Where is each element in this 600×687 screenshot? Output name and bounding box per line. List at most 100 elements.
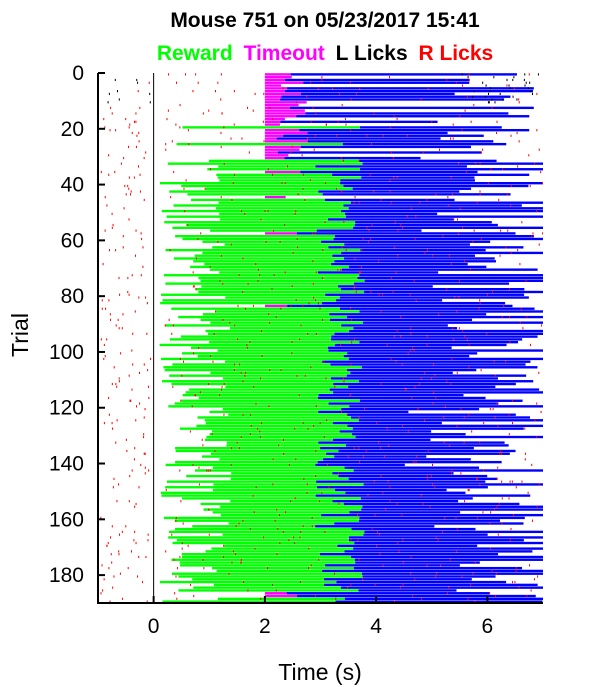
y-tick-label: 140 <box>49 453 84 476</box>
response-window-bar <box>361 176 475 179</box>
response-window-bar <box>353 566 523 570</box>
x-tick-label: 2 <box>259 615 271 638</box>
reward-bar <box>202 240 322 243</box>
response-window-bar <box>350 416 531 419</box>
response-window-bar <box>362 505 543 508</box>
response-window-bar <box>315 463 405 467</box>
response-window-bar <box>320 446 474 450</box>
response-window-bar <box>332 421 442 425</box>
response-window-bar <box>315 165 467 168</box>
reward-bar <box>205 329 350 333</box>
response-window-bar <box>338 474 488 478</box>
response-window-bar <box>334 488 447 492</box>
reward-bar <box>225 296 340 299</box>
reward-bar <box>220 513 322 517</box>
reward-bar <box>203 508 362 511</box>
response-window-bar <box>337 544 478 548</box>
timeout-bar <box>264 145 301 149</box>
response-window-bar <box>349 405 543 408</box>
reward-bar <box>181 555 351 559</box>
reward-bar <box>194 254 333 257</box>
reward-bar <box>165 248 361 252</box>
response-window-bar <box>348 539 524 542</box>
response-window-bar <box>315 494 531 497</box>
reward-bar <box>200 318 330 322</box>
response-window-bar <box>334 455 427 458</box>
reward-bar <box>210 321 363 324</box>
response-window-bar <box>353 226 543 230</box>
reward-bar <box>161 380 359 383</box>
response-window-bar <box>330 338 523 341</box>
response-window-bar <box>347 352 478 355</box>
response-window-bar <box>328 349 543 352</box>
timeout-bar <box>264 84 281 87</box>
response-window-bar <box>334 343 507 347</box>
timeout-bar <box>264 89 285 93</box>
reward-bar <box>172 363 331 366</box>
timeout-bar <box>264 195 286 199</box>
response-window-bar <box>276 137 441 140</box>
response-window-bar <box>348 477 498 481</box>
reward-bar <box>209 340 360 344</box>
response-window-bar <box>336 299 443 302</box>
reward-bar <box>222 407 342 411</box>
response-window-bar <box>362 575 496 578</box>
response-window-bar <box>329 318 473 322</box>
response-window-bar <box>338 449 516 453</box>
response-window-bar <box>348 357 543 361</box>
reward-bar <box>189 388 330 391</box>
response-window-bar <box>358 519 501 522</box>
timeout-bar <box>264 151 278 154</box>
response-window-bar <box>361 508 543 511</box>
reward-bar <box>216 569 323 573</box>
reward-bar <box>168 405 350 408</box>
response-window-bar <box>359 310 543 313</box>
response-window-bar <box>343 184 529 188</box>
reward-bar <box>175 446 321 450</box>
reward-bar <box>161 357 349 361</box>
reward-bar <box>162 600 336 603</box>
response-window-bar <box>350 371 453 375</box>
reward-bar <box>230 499 333 503</box>
response-window-bar <box>357 276 543 280</box>
response-window-bar <box>346 368 477 372</box>
response-window-bar <box>345 215 543 218</box>
reward-bar <box>220 505 363 508</box>
response-window-bar <box>364 290 543 294</box>
reward-bar <box>206 435 356 439</box>
reward-bar <box>166 480 317 483</box>
reward-bar <box>173 204 344 207</box>
reward-bar <box>186 223 355 227</box>
response-window-bar <box>363 483 543 486</box>
response-window-bar <box>360 248 486 252</box>
response-window-bar <box>327 218 454 221</box>
reward-bar <box>208 159 360 163</box>
reward-bar <box>202 313 330 316</box>
response-window-bar <box>359 126 502 129</box>
reward-bar <box>198 396 318 400</box>
reward-bar <box>182 352 348 355</box>
y-tick-label: 0 <box>72 62 84 85</box>
response-window-bar <box>338 285 433 288</box>
response-window-bar <box>280 98 505 101</box>
reward-bar <box>165 486 317 489</box>
response-window-bar <box>348 536 543 539</box>
timeout-bar <box>264 137 277 140</box>
response-window-bar <box>344 597 543 601</box>
response-window-bar <box>361 366 538 369</box>
reward-bar <box>219 179 341 182</box>
response-window-bar <box>330 377 498 380</box>
response-window-bar <box>353 282 510 285</box>
response-window-bar <box>347 424 543 428</box>
response-window-bar <box>360 497 473 500</box>
reward-bar <box>164 221 356 224</box>
timeout-bar <box>264 592 287 595</box>
reward-bar <box>212 488 335 492</box>
reward-bar <box>200 279 365 283</box>
reward-bar <box>205 187 353 190</box>
response-window-bar <box>318 393 464 397</box>
reward-bar <box>165 282 354 285</box>
response-window-bar <box>344 466 480 469</box>
response-window-bar <box>348 265 487 269</box>
response-window-bar <box>336 580 507 584</box>
